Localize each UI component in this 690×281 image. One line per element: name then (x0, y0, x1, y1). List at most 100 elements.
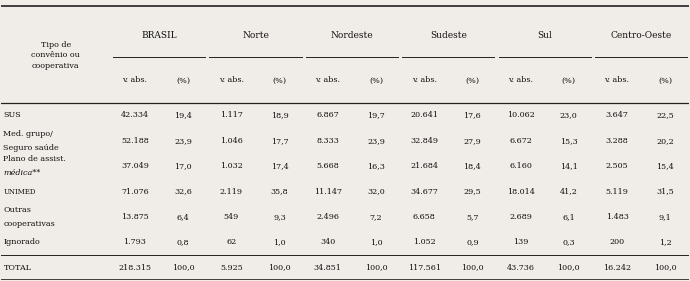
Text: (%): (%) (369, 76, 383, 84)
Text: (%): (%) (562, 76, 576, 84)
Text: (%): (%) (176, 76, 190, 84)
Text: 5.925: 5.925 (220, 264, 243, 272)
Text: 23,0: 23,0 (560, 112, 578, 119)
Text: 34.677: 34.677 (411, 187, 438, 196)
Text: 16.242: 16.242 (603, 264, 631, 272)
Text: v. abs.: v. abs. (508, 76, 533, 84)
Text: 19,4: 19,4 (175, 112, 192, 119)
Text: 1,0: 1,0 (273, 238, 286, 246)
Text: 10.062: 10.062 (506, 112, 535, 119)
Text: 20.641: 20.641 (410, 112, 438, 119)
Text: 17,7: 17,7 (270, 137, 288, 145)
Text: 8.333: 8.333 (316, 137, 339, 145)
Text: 2.505: 2.505 (606, 162, 629, 170)
Text: 32,6: 32,6 (175, 187, 192, 196)
Text: 2.119: 2.119 (220, 187, 243, 196)
Text: v. abs.: v. abs. (219, 76, 244, 84)
Text: 6.658: 6.658 (413, 213, 435, 221)
Text: 62: 62 (226, 238, 237, 246)
Text: TOTAL: TOTAL (3, 264, 32, 272)
Text: 1.793: 1.793 (124, 238, 146, 246)
Text: 52.188: 52.188 (121, 137, 149, 145)
Text: 18,9: 18,9 (270, 112, 288, 119)
Text: 6,4: 6,4 (177, 213, 190, 221)
Text: 549: 549 (224, 213, 239, 221)
Text: 15,4: 15,4 (656, 162, 674, 170)
Text: 11.147: 11.147 (314, 187, 342, 196)
Text: 117.561: 117.561 (408, 264, 441, 272)
Text: 100,0: 100,0 (172, 264, 195, 272)
Text: BRASIL: BRASIL (141, 31, 177, 40)
Text: Centro-Oeste: Centro-Oeste (611, 31, 672, 40)
Text: 31,5: 31,5 (656, 187, 674, 196)
Text: Plano de assist.: Plano de assist. (3, 155, 66, 163)
Text: 17,0: 17,0 (175, 162, 192, 170)
Text: 0,8: 0,8 (177, 238, 190, 246)
Text: 37.049: 37.049 (121, 162, 149, 170)
Text: 15,3: 15,3 (560, 137, 578, 145)
Text: 1,0: 1,0 (370, 238, 382, 246)
Text: 23,9: 23,9 (175, 137, 192, 145)
Text: 32,0: 32,0 (367, 187, 385, 196)
Text: 42.334: 42.334 (121, 112, 149, 119)
Text: 1.046: 1.046 (220, 137, 243, 145)
Text: 41,2: 41,2 (560, 187, 578, 196)
Text: 16,3: 16,3 (367, 162, 385, 170)
Text: 22,5: 22,5 (656, 112, 674, 119)
Text: 100,0: 100,0 (268, 264, 291, 272)
Text: 20,2: 20,2 (656, 137, 674, 145)
Text: 21.684: 21.684 (410, 162, 438, 170)
Text: 2.496: 2.496 (316, 213, 339, 221)
Text: 23,9: 23,9 (367, 137, 385, 145)
Text: 9,3: 9,3 (273, 213, 286, 221)
Text: 100,0: 100,0 (654, 264, 676, 272)
Text: Tipo de
convênio ou
cooperativa: Tipo de convênio ou cooperativa (31, 41, 80, 70)
Text: Sul: Sul (538, 31, 552, 40)
Text: 29,5: 29,5 (464, 187, 481, 196)
Text: 5.119: 5.119 (606, 187, 629, 196)
Text: 18.014: 18.014 (506, 187, 535, 196)
Text: 27,9: 27,9 (464, 137, 481, 145)
Text: 218.315: 218.315 (119, 264, 152, 272)
Text: 139: 139 (513, 238, 529, 246)
Text: (%): (%) (465, 76, 480, 84)
Text: (%): (%) (273, 76, 286, 84)
Text: UNIMED: UNIMED (3, 187, 36, 196)
Text: 340: 340 (320, 238, 335, 246)
Text: 1.483: 1.483 (606, 213, 629, 221)
Text: 5,7: 5,7 (466, 213, 479, 221)
Text: 3.647: 3.647 (606, 112, 629, 119)
Text: 18,4: 18,4 (464, 162, 481, 170)
Text: 100,0: 100,0 (558, 264, 580, 272)
Text: Nordeste: Nordeste (331, 31, 373, 40)
Text: Seguro saúde: Seguro saúde (3, 144, 59, 152)
Text: 6.867: 6.867 (317, 112, 339, 119)
Text: 9,1: 9,1 (659, 213, 671, 221)
Text: v. abs.: v. abs. (412, 76, 437, 84)
Text: 35,8: 35,8 (270, 187, 288, 196)
Text: Outras: Outras (3, 206, 31, 214)
Text: Norte: Norte (242, 31, 269, 40)
Text: 200: 200 (609, 238, 624, 246)
Text: 6,1: 6,1 (562, 213, 575, 221)
Text: cooperativas: cooperativas (3, 220, 55, 228)
Text: 14,1: 14,1 (560, 162, 578, 170)
Text: 34.851: 34.851 (314, 264, 342, 272)
Text: 1.032: 1.032 (220, 162, 243, 170)
Text: 6.160: 6.160 (509, 162, 532, 170)
Text: 3.288: 3.288 (606, 137, 629, 145)
Text: 100,0: 100,0 (365, 264, 387, 272)
Text: 100,0: 100,0 (461, 264, 484, 272)
Text: 1.117: 1.117 (220, 112, 243, 119)
Text: 0,9: 0,9 (466, 238, 479, 246)
Text: Ignorado: Ignorado (3, 238, 40, 246)
Text: v. abs.: v. abs. (122, 76, 148, 84)
Text: 32.849: 32.849 (410, 137, 438, 145)
Text: 43.736: 43.736 (506, 264, 535, 272)
Text: 7,2: 7,2 (370, 213, 382, 221)
Text: 6.672: 6.672 (509, 137, 532, 145)
Text: Med. grupo/: Med. grupo/ (3, 130, 53, 138)
Text: 17,6: 17,6 (464, 112, 481, 119)
Text: 13.875: 13.875 (121, 213, 149, 221)
Text: 2.689: 2.689 (509, 213, 532, 221)
